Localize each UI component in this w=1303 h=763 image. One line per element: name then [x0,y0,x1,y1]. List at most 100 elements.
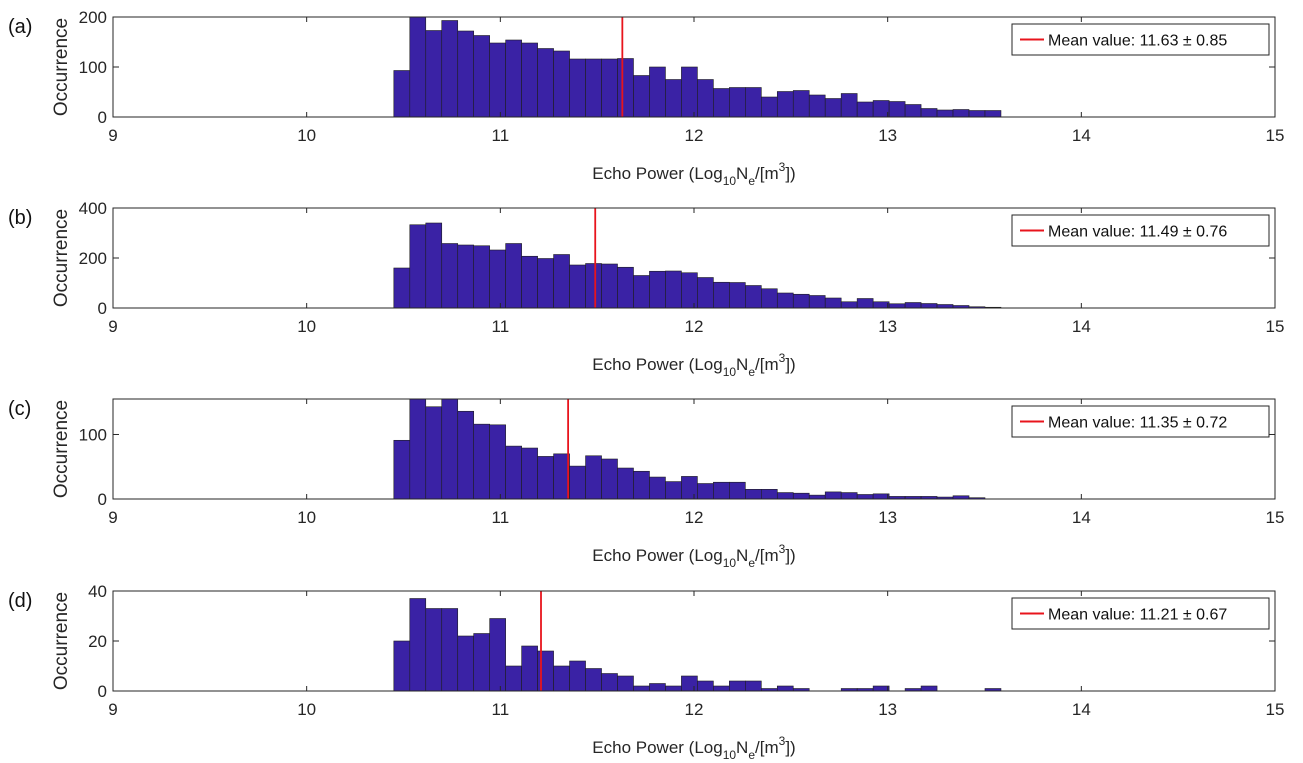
y-tick-label: 40 [88,582,107,601]
chart-panel: 9 10 11 12 13 14 15 0 20 40 Occurrence (d) Echo Powe… [8,582,1284,762]
x-axis-label-part: e [748,365,755,379]
x-tick-label: 14 [1072,317,1091,336]
x-axis-label-part: N [736,546,748,565]
histogram-bar [473,245,490,309]
panel-label: (d) [8,590,32,612]
histogram-bar [489,249,506,309]
x-tick-label: 9 [108,700,117,719]
histogram-bar [760,96,778,118]
x-tick-label: 10 [297,126,316,145]
histogram-bar [681,272,698,309]
y-axis-label: Occurrence [51,209,72,307]
y-tick-label: 0 [98,108,107,127]
histogram-bar [537,258,554,309]
histogram-bar [792,90,810,118]
x-tick-label: 11 [492,126,510,145]
histogram-bar [489,618,506,692]
histogram-bar [792,492,810,500]
histogram-bar [441,608,459,692]
histogram-bar [537,650,554,692]
histogram-bar [425,222,443,309]
x-tick-label: 12 [685,508,704,527]
x-axis-label-part: 10 [723,174,737,188]
y-tick-label: 0 [98,299,107,318]
histogram-bar [585,455,602,500]
x-axis-label: Echo Power (Log10Ne/[m3]) [592,160,795,188]
histogram-bar [697,79,714,118]
x-axis-label-part: 10 [723,748,737,762]
x-tick-label: 9 [108,508,117,527]
histogram-bar [489,42,506,118]
histogram-bar [409,224,427,309]
x-tick-label: 12 [685,126,704,145]
histogram-bar [553,665,570,692]
x-axis-label-part: 3 [779,542,786,556]
x-axis-label-part: /[m [755,355,779,374]
histogram-bar [601,673,618,692]
histogram-bar [521,645,538,692]
x-axis-label-part: ]) [785,546,795,565]
histogram-bar [409,398,427,500]
histogram-bar [808,94,826,118]
y-axis-label: Occurrence [51,18,72,116]
x-axis-label-part: e [748,174,755,188]
y-tick-label: 0 [98,490,107,509]
histogram-bar [745,489,762,500]
x-tick-label: 12 [685,700,704,719]
x-tick-label: 11 [492,700,510,719]
y-tick-label: 20 [88,632,107,651]
x-tick-label: 15 [1266,700,1285,719]
histogram-bar [697,277,714,309]
histogram-bar [824,98,842,118]
histogram-bar [665,79,682,118]
histogram-bar [840,492,858,500]
histogram-bar [776,91,794,118]
x-axis-label-part: N [736,738,748,757]
histogram-bar [505,445,522,500]
histogram-bar [856,101,874,118]
legend: Mean value: 11.21 ± 0.67 [1011,597,1270,630]
legend-label: Mean value: 11.21 ± 0.67 [1048,607,1227,624]
histogram-bar [585,58,602,118]
histogram-bar [393,70,411,118]
histogram-bar [681,675,698,692]
histogram-bar [569,465,586,500]
x-axis-label-part: 3 [779,351,786,365]
histogram-bar [537,48,554,118]
x-axis-label-part: ]) [785,738,795,757]
histogram-bar [713,481,730,500]
panel-label: (c) [8,398,31,420]
x-axis-label-part: Echo Power (Log [592,355,722,374]
histogram-bar [729,680,746,692]
histogram-bar [585,263,602,309]
histogram-bar [409,16,427,118]
x-tick-label: 15 [1266,317,1285,336]
y-tick-label: 200 [79,249,107,268]
y-tick-label: 100 [79,58,107,77]
histogram-bar [441,398,459,500]
histogram-bar [409,598,427,692]
x-tick-label: 12 [685,317,704,336]
x-axis-label: Echo Power (Log10Ne/[m3]) [592,542,795,570]
histogram-bar [840,93,858,118]
legend-box [1011,597,1270,630]
histogram-bar [872,493,890,500]
histogram-bar [553,50,570,118]
x-axis-label: Echo Power (Log10Ne/[m3]) [592,734,795,762]
legend-label: Mean value: 11.35 ± 0.72 [1048,415,1227,432]
histogram-bar [569,58,586,118]
histogram-bar [729,481,746,500]
x-tick-label: 10 [297,700,316,719]
histogram-bar [649,270,666,309]
x-axis-label-part: /[m [755,164,779,183]
histogram-bar [473,35,490,118]
histogram-bar [776,292,794,309]
histogram-bar [505,39,522,118]
x-tick-label: 14 [1072,508,1091,527]
x-tick-label: 9 [108,317,117,336]
histogram-bar [633,275,650,309]
histogram-bar [697,680,714,692]
histogram-bar [665,685,682,692]
x-axis-label-part: /[m [755,546,779,565]
histogram-bar [521,447,538,500]
